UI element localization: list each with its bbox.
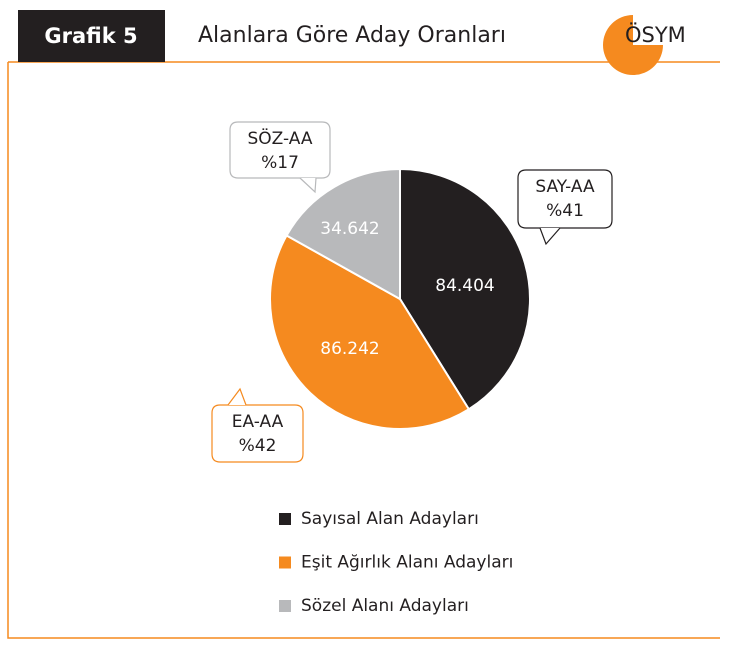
tag: Grafik 5 (44, 24, 137, 48)
callout-name: EA-AA (232, 412, 284, 432)
callout-percent: %41 (546, 201, 584, 221)
callout (517, 169, 613, 229)
logo: ÖSYM (625, 22, 686, 47)
callout (229, 121, 331, 179)
value-label: 86.242 (320, 339, 379, 359)
callout-tail (299, 177, 317, 194)
tag-box (18, 10, 165, 62)
value-label: 34.642 (320, 219, 379, 239)
callout-percent: %17 (261, 153, 299, 173)
callout-name: SAY-AA (535, 177, 595, 197)
pie-slice (285, 167, 401, 301)
chart-title: Alanlara Göre Aday Oranları (198, 23, 506, 48)
legend-swatch (279, 556, 291, 569)
callout (211, 404, 304, 463)
callout-tail (539, 227, 561, 246)
legend-label: Sözel Alanı Adayları (301, 596, 469, 616)
callout-percent: %42 (239, 436, 277, 456)
value-label: 84.404 (435, 276, 494, 296)
callout-tail (227, 387, 247, 406)
legend-label: Sayısal Alan Adayları (301, 509, 479, 529)
pie-slice (269, 234, 471, 430)
legend-swatch (279, 600, 291, 612)
logo-mark (603, 15, 663, 75)
legend-label: Eşit Ağırlık Alanı Adayları (301, 553, 513, 573)
callout-name: SÖZ-AA (247, 127, 312, 149)
legend-swatch (279, 513, 291, 525)
